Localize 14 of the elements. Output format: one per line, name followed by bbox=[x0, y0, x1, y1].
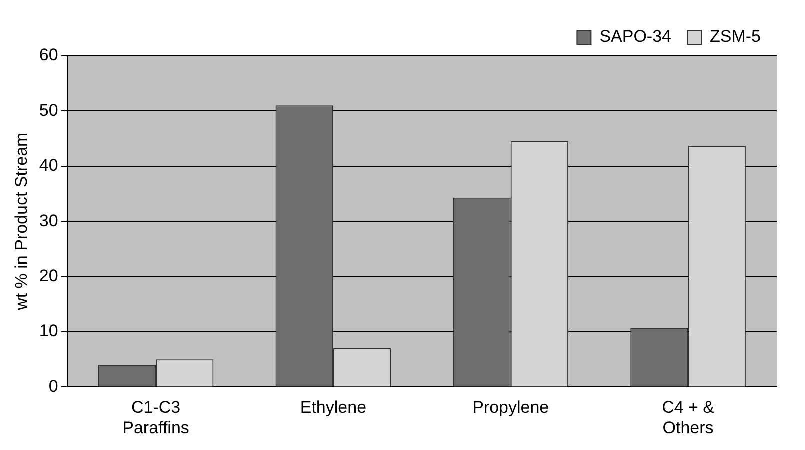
y-tick-label: 20 bbox=[39, 266, 58, 286]
x-tick-label: Ethylene bbox=[300, 398, 367, 418]
x-tick-label: Propylene bbox=[472, 398, 550, 418]
y-tick-label: 10 bbox=[39, 322, 58, 341]
x-tick-label: C4 + & Others bbox=[662, 398, 716, 438]
y-axis-title: wt % in Product Stream bbox=[12, 132, 31, 312]
legend-label: SAPO-34 bbox=[600, 27, 672, 46]
y-tick-label: 60 bbox=[39, 46, 58, 65]
legend-label: ZSM-5 bbox=[710, 27, 761, 46]
x-tick-label: C1-C3 Paraffins bbox=[122, 398, 190, 438]
y-tick-label: 50 bbox=[39, 100, 58, 120]
y-tick-label: 0 bbox=[48, 376, 58, 396]
y-tick-label: 30 bbox=[39, 211, 58, 230]
y-tick-label: 40 bbox=[39, 156, 58, 176]
